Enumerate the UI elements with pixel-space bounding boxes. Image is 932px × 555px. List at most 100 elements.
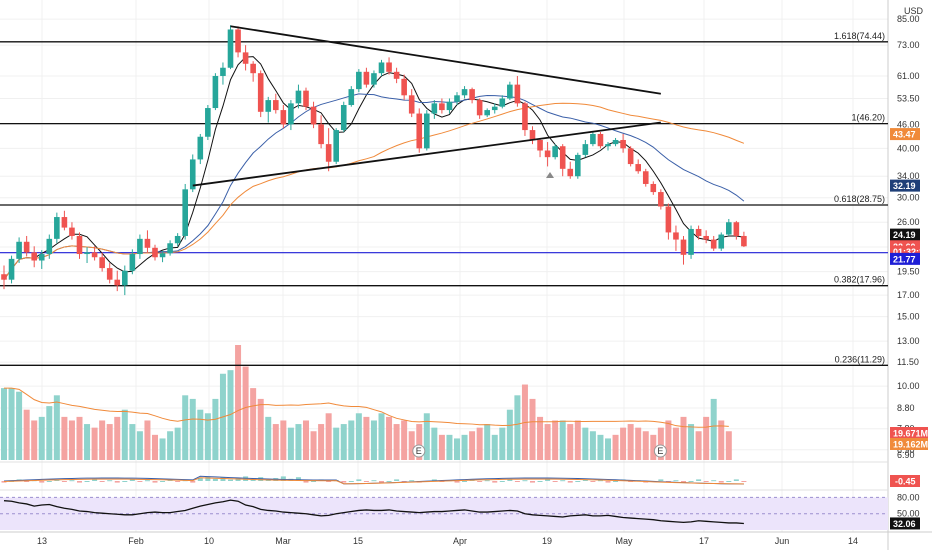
volume-bar — [310, 431, 317, 460]
candle-body — [273, 100, 279, 111]
time-tick-label: Feb — [128, 536, 144, 546]
volume-bar — [484, 424, 491, 460]
price-badge-label: 24.19 — [893, 230, 916, 240]
candle-body — [529, 130, 536, 140]
price-tick-label: 11.50 — [897, 357, 919, 367]
candle-body — [91, 252, 98, 258]
candle-body — [182, 189, 188, 236]
fib-label: 1(46.20) — [851, 113, 885, 123]
candle-body — [310, 106, 317, 125]
volume-bar — [544, 424, 551, 460]
volume-bar — [333, 427, 340, 460]
volume-bar — [672, 427, 679, 460]
price-badge-label: 01:32:26 — [893, 247, 929, 257]
trend-line — [230, 25, 661, 95]
volume-bar — [605, 438, 611, 460]
volume-bar — [23, 409, 30, 460]
volume-bar — [574, 420, 581, 460]
volume-bar — [363, 416, 370, 460]
candle-body — [174, 235, 181, 244]
candle-body — [507, 84, 513, 99]
macd-histogram-bar — [160, 481, 166, 482]
time-tick-label: 19 — [542, 536, 552, 546]
candle-body — [695, 228, 702, 236]
volume-bar — [446, 434, 453, 460]
candle-body — [597, 133, 604, 147]
macd-histogram-bar — [431, 479, 437, 481]
volume-bar — [514, 395, 521, 460]
price-badge-label: 32.19 — [893, 181, 916, 191]
volume-bar — [582, 427, 589, 460]
price-tick-label: 19.50 — [897, 267, 920, 277]
candle-body — [152, 247, 158, 258]
candle-body — [265, 100, 272, 112]
candle-body — [673, 232, 679, 240]
macd-histogram-bar — [295, 477, 301, 481]
time-tick-label: 15 — [353, 536, 363, 546]
volume-bar — [46, 406, 53, 460]
earnings-marker-label: E — [657, 446, 663, 456]
macd-histogram-bar — [401, 481, 407, 482]
macd-histogram-bar — [545, 479, 551, 481]
price-tick-label: 85.00 — [897, 14, 920, 24]
volume-bar — [589, 431, 596, 460]
time-tick-label: 13 — [37, 536, 47, 546]
trend-line — [192, 121, 661, 187]
candle-body — [491, 106, 498, 111]
candle-body — [537, 139, 543, 151]
candle-body — [129, 254, 136, 271]
moving-average-line — [3, 102, 745, 280]
candle-body — [605, 144, 611, 147]
macd-histogram-bar — [363, 481, 369, 482]
candle-body — [680, 239, 687, 255]
volume-bar — [620, 427, 627, 460]
volume-bar — [469, 431, 476, 460]
volume-bar — [129, 424, 136, 460]
rsi-tick-label: 50.00 — [897, 509, 920, 519]
volume-bar — [84, 424, 91, 460]
volume-badge — [890, 427, 928, 439]
volume-bar — [182, 395, 189, 460]
volume-bar — [159, 438, 166, 460]
price-tick-label: 61.00 — [897, 71, 920, 81]
volume-bar — [272, 424, 279, 460]
candle-body — [84, 252, 90, 255]
macd-histogram-bar — [703, 481, 709, 482]
volume-bar — [627, 424, 634, 460]
volume-bar — [695, 431, 702, 460]
volume-bar — [386, 416, 393, 460]
candle-body — [439, 103, 445, 111]
macd-histogram-bar — [69, 480, 75, 482]
candle-body — [257, 73, 264, 112]
macd-histogram-bar — [613, 481, 619, 482]
volume-bar — [189, 398, 196, 460]
candle-body — [552, 146, 558, 158]
candle-body — [378, 62, 385, 74]
rsi-tick-label: 80.00 — [897, 492, 920, 502]
macd-histogram-bar — [46, 481, 52, 482]
candle-body — [627, 148, 634, 165]
candle-body — [559, 146, 566, 169]
volume-bar — [61, 416, 68, 460]
volume-bar — [506, 409, 513, 460]
volume-bar — [401, 420, 408, 460]
macd-histogram-bar — [582, 479, 588, 481]
candle-body — [424, 113, 430, 149]
candle-body — [718, 234, 725, 249]
candle-body — [288, 103, 294, 125]
candle-body — [416, 113, 423, 149]
price-badge-label: 21.77 — [893, 254, 916, 264]
macd-histogram-bar — [741, 481, 747, 482]
volume-bar — [416, 424, 423, 460]
price-tick-label: 30.00 — [897, 193, 920, 203]
time-tick-label: Apr — [453, 536, 467, 546]
volume-bar — [559, 420, 566, 460]
macd-histogram-bar — [24, 481, 30, 482]
volume-bar — [204, 413, 211, 460]
macd-histogram-bar — [409, 480, 415, 482]
volume-bar — [325, 413, 332, 460]
candle-body — [76, 235, 83, 255]
volume-bar — [340, 424, 347, 460]
macd-histogram-bar — [311, 481, 317, 482]
earnings-marker-label: E — [416, 446, 422, 456]
